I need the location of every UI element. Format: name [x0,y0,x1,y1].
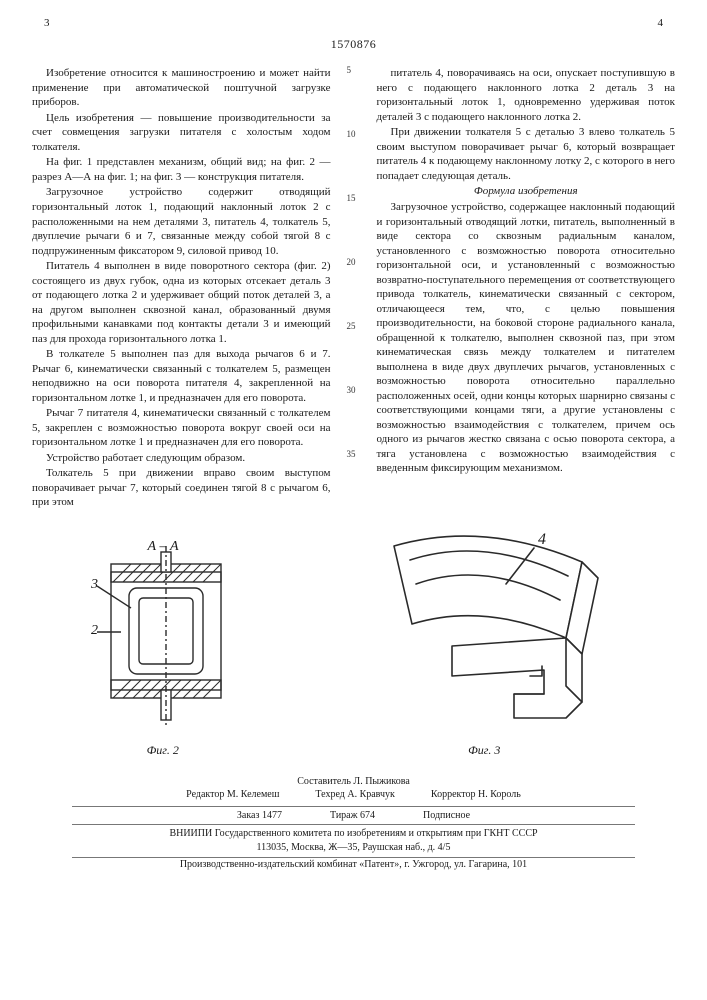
paragraph: Загрузочное устройство содержит отводящи… [32,185,331,258]
figure-2-svg: А – А [73,536,253,736]
circulation: Тираж 674 [330,809,375,823]
left-column: Изобретение относится к машиностроению и… [32,66,331,514]
press-line: Производственно-издательский комбинат «П… [32,858,675,872]
paragraph: Толкатель 5 при движении вправо своим вы… [32,466,331,510]
page-number-left: 3 [44,16,50,31]
page-header: 3 4 [32,16,675,31]
callout-4: 4 [538,531,546,548]
line-marker: 15 [347,194,361,203]
compiler-line: Составитель Л. Пыжикова [32,775,675,789]
callout-2: 2 [91,623,98,638]
line-marker: 20 [347,258,361,267]
callout-3: 3 [90,577,98,592]
line-marker: 35 [347,450,361,459]
paragraph: Загрузочное устройство, содержащее накло… [377,200,676,476]
corrector-credit: Корректор Н. Король [431,788,521,802]
body-columns: Изобретение относится к машиностроению и… [32,66,675,514]
page-number-right: 4 [658,16,664,31]
figure-2: А – А [73,536,253,758]
figures-row: А – А [32,526,675,758]
paragraph: При движении толкателя 5 с деталью 3 вле… [377,125,676,183]
paragraph: питатель 4, поворачиваясь на оси, опуска… [377,66,676,124]
org-line-1: ВНИИПИ Государственного комитета по изоб… [32,827,675,841]
line-marker: 25 [347,322,361,331]
tech-credit: Техред А. Кравчук [315,788,395,802]
line-marker: 5 [347,66,361,75]
figure-3: 4 Фиг. 3 [334,526,634,758]
order-number: Заказ 1477 [237,809,282,823]
paragraph: Питатель 4 выполнен в виде поворотного с… [32,259,331,346]
paragraph: Изобретение относится к машиностроению и… [32,66,331,110]
paragraph: На фиг. 1 представлен механизм, общий ви… [32,155,331,184]
paragraph: Устройство работает следующим образом. [32,451,331,466]
imprint-footer: Составитель Л. Пыжикова Редактор М. Келе… [32,775,675,872]
paragraph: Цель изобретения — повышение производите… [32,111,331,155]
figure-2-caption: Фиг. 2 [73,743,253,759]
editor-credit: Редактор М. Келемеш [186,788,279,802]
paragraph: В толкателе 5 выполнен паз для выхода ры… [32,347,331,405]
subscription: Подписное [423,809,470,823]
right-column: питатель 4, поворачиваясь на оси, опуска… [377,66,676,514]
paragraph: Рычаг 7 питателя 4, кинематически связан… [32,406,331,450]
org-line-2: 113035, Москва, Ж—35, Раушская наб., д. … [32,841,675,855]
line-marker: 10 [347,130,361,139]
document-number: 1570876 [32,37,675,53]
figure-3-svg: 4 [334,526,634,736]
formula-title: Формула изобретения [377,184,676,199]
line-number-gutter: 5 10 15 20 25 30 35 [347,66,361,514]
figure-3-caption: Фиг. 3 [334,743,634,759]
line-marker: 30 [347,386,361,395]
